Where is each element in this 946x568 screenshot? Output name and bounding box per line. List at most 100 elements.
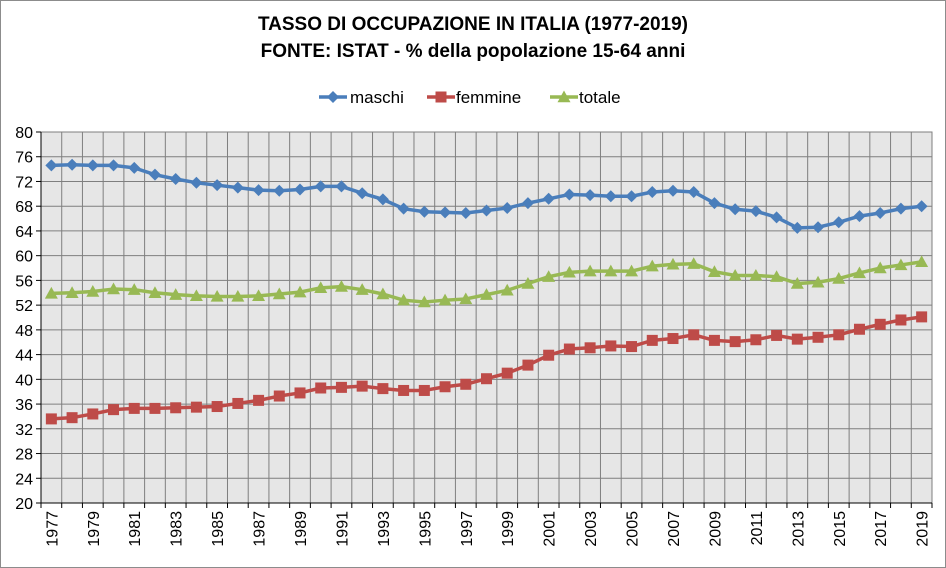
data-point-maschi xyxy=(356,187,369,200)
data-point-maschi xyxy=(770,211,783,224)
data-point-femmine xyxy=(66,412,78,424)
data-point-totale xyxy=(376,287,390,300)
data-point-femmine xyxy=(460,378,472,390)
data-point-totale xyxy=(107,282,121,295)
y-tick-label: 48 xyxy=(15,323,33,340)
data-point-femmine xyxy=(335,381,347,393)
series-maschi xyxy=(45,158,928,234)
y-tick-label: 52 xyxy=(15,298,33,315)
data-point-maschi xyxy=(894,202,907,215)
data-point-totale xyxy=(728,268,742,281)
data-point-maschi xyxy=(459,207,472,220)
data-point-femmine xyxy=(149,402,161,414)
data-point-totale xyxy=(252,289,266,302)
data-point-maschi xyxy=(128,161,141,174)
data-point-maschi xyxy=(418,205,431,218)
data-point-femmine xyxy=(833,329,845,341)
data-point-maschi xyxy=(563,188,576,201)
x-tick-label: 2007 xyxy=(666,511,683,547)
data-point-femmine xyxy=(294,387,306,399)
data-point-femmine xyxy=(170,402,182,414)
legend-label: femmine xyxy=(456,88,521,107)
y-tick-label: 36 xyxy=(15,397,33,414)
data-point-totale xyxy=(148,286,162,298)
data-point-femmine xyxy=(646,334,658,346)
x-tick-label: 1991 xyxy=(334,511,351,547)
data-point-femmine xyxy=(584,342,596,354)
data-point-maschi xyxy=(397,202,410,215)
data-point-femmine xyxy=(128,402,140,414)
data-point-femmine xyxy=(273,390,285,402)
legend-marker xyxy=(557,90,571,103)
chart-title: TASSO DI OCCUPAZIONE IN ITALIA (1977-201… xyxy=(257,14,689,35)
legend-marker xyxy=(327,91,339,103)
x-tick-label: 1999 xyxy=(500,511,517,547)
x-tick-label: 2009 xyxy=(707,511,724,547)
data-point-maschi xyxy=(190,176,203,189)
x-tick-label: 1995 xyxy=(417,511,434,547)
data-point-femmine xyxy=(481,373,492,385)
data-point-totale xyxy=(583,264,597,277)
legend-label: maschi xyxy=(350,88,404,107)
data-point-femmine xyxy=(626,341,638,353)
data-point-maschi xyxy=(832,216,845,229)
data-point-femmine xyxy=(688,329,700,341)
legend-item-maschi: maschi xyxy=(319,88,404,107)
data-point-totale xyxy=(480,288,493,300)
y-tick-label: 60 xyxy=(15,249,33,266)
data-point-maschi xyxy=(646,185,659,198)
data-point-maschi xyxy=(708,197,721,210)
data-point-maschi xyxy=(252,184,265,197)
data-point-maschi xyxy=(521,197,534,210)
data-point-maschi xyxy=(211,179,224,192)
data-point-femmine xyxy=(501,367,513,379)
data-point-totale xyxy=(645,259,659,272)
data-point-femmine xyxy=(605,340,617,352)
y-tick-label: 28 xyxy=(15,447,33,464)
data-point-femmine xyxy=(771,329,783,341)
data-point-totale xyxy=(334,280,348,292)
x-tick-label: 1987 xyxy=(252,511,269,547)
data-point-femmine xyxy=(916,311,928,323)
y-tick-label: 64 xyxy=(15,224,33,241)
data-point-totale xyxy=(44,286,58,299)
x-tick-label: 1977 xyxy=(44,511,61,547)
y-tick-label: 76 xyxy=(15,150,33,167)
data-point-femmine xyxy=(729,336,741,348)
data-point-maschi xyxy=(542,192,555,205)
x-tick-label: 1989 xyxy=(293,511,310,547)
data-point-femmine xyxy=(232,397,244,409)
data-point-maschi xyxy=(169,172,182,185)
data-point-totale xyxy=(272,287,286,300)
data-point-maschi xyxy=(294,183,307,196)
data-point-maschi xyxy=(107,159,120,172)
x-tick-label: 2015 xyxy=(832,511,849,547)
series-totale xyxy=(44,255,929,308)
data-point-totale xyxy=(666,257,680,270)
data-point-totale xyxy=(687,257,701,269)
data-point-totale xyxy=(852,266,866,279)
data-point-totale xyxy=(355,283,369,295)
x-tick-label: 1993 xyxy=(376,511,393,547)
data-point-femmine xyxy=(522,359,534,371)
data-point-femmine xyxy=(750,334,762,346)
data-point-maschi xyxy=(853,210,866,223)
x-tick-label: 1997 xyxy=(459,511,476,547)
data-point-totale xyxy=(521,276,535,289)
data-point-maschi xyxy=(666,184,679,197)
data-point-totale xyxy=(65,286,79,298)
data-point-totale xyxy=(293,285,307,298)
data-point-femmine xyxy=(108,404,120,416)
data-point-maschi xyxy=(335,180,348,193)
data-point-maschi xyxy=(584,189,597,202)
data-point-femmine xyxy=(563,343,575,355)
data-point-femmine xyxy=(667,333,679,345)
data-point-totale xyxy=(438,293,452,306)
data-point-femmine xyxy=(708,334,720,346)
plot-area xyxy=(41,132,932,503)
data-point-femmine xyxy=(356,380,368,392)
data-point-femmine xyxy=(253,394,265,406)
data-point-femmine xyxy=(87,408,99,420)
data-point-totale xyxy=(749,268,763,281)
